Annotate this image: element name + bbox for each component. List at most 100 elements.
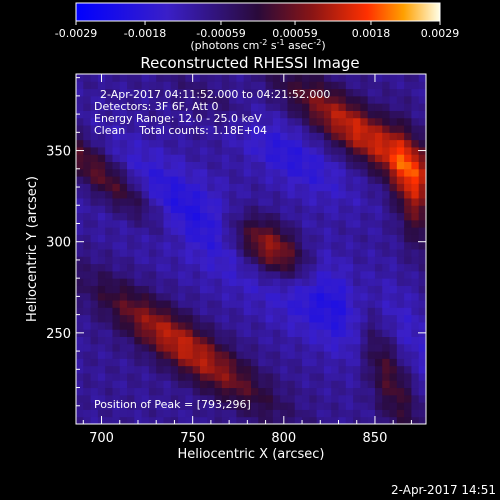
heatmap-cell	[345, 139, 354, 148]
heatmap-cell	[83, 300, 92, 308]
heatmap-cell	[418, 256, 426, 265]
heatmap-cell	[192, 110, 201, 119]
heatmap-cell	[156, 380, 164, 389]
heatmap-cell	[156, 358, 164, 367]
heatmap-cell	[83, 314, 92, 323]
heatmap-cell	[280, 380, 288, 389]
heatmap-cell	[127, 263, 135, 272]
heatmap-cell	[331, 358, 339, 367]
heatmap-cell	[163, 161, 172, 170]
heatmap-cell	[280, 132, 288, 141]
heatmap-cell	[207, 146, 216, 155]
heatmap-cell	[221, 125, 230, 133]
heatmap-cell	[411, 249, 420, 257]
heatmap-cell	[141, 336, 150, 345]
heatmap-cell	[127, 146, 135, 155]
heatmap-cell	[119, 300, 128, 308]
heatmap-cell	[404, 125, 412, 133]
heatmap-cell	[90, 74, 99, 82]
heatmap-cell	[156, 154, 164, 162]
heatmap-cell	[367, 249, 376, 257]
heatmap-cell	[105, 110, 113, 119]
heatmap-cell	[97, 205, 106, 214]
heatmap-cell	[418, 278, 426, 286]
heatmap-cell	[331, 365, 339, 374]
heatmap-cell	[119, 314, 128, 323]
heatmap-cell	[134, 402, 143, 410]
heatmap-cell	[316, 95, 325, 104]
heatmap-cell	[156, 176, 164, 184]
heatmap-cell	[309, 88, 318, 97]
heatmap-cell	[323, 358, 332, 367]
heatmap-cell	[119, 416, 128, 424]
heatmap-cell	[265, 110, 274, 119]
heatmap-cell	[127, 416, 135, 424]
heatmap-cell	[156, 409, 164, 418]
heatmap-cell	[331, 343, 339, 352]
heatmap-cell	[338, 241, 347, 250]
heatmap-cell	[272, 343, 281, 352]
heatmap-cell	[258, 132, 267, 141]
heatmap-cell	[141, 212, 150, 221]
heatmap-cell	[97, 103, 106, 111]
heatmap-cell	[192, 343, 201, 352]
heatmap-cell	[199, 190, 208, 199]
heatmap-cell	[338, 197, 347, 206]
heatmap-cell	[229, 256, 237, 265]
heatmap-cell	[272, 263, 281, 272]
heatmap-cell	[83, 321, 92, 330]
heatmap-cell	[141, 314, 150, 323]
heatmap-cell	[90, 125, 99, 133]
heatmap-cell	[258, 241, 267, 250]
heatmap-cell	[323, 219, 332, 228]
heatmap-cell	[76, 416, 84, 424]
heatmap-cell	[156, 270, 164, 279]
heatmap-cell	[119, 197, 128, 206]
heatmap-cell	[229, 278, 237, 286]
heatmap-cell	[90, 256, 99, 265]
heatmap-cell	[418, 249, 426, 257]
heatmap-cell	[258, 365, 267, 374]
heatmap-cell	[287, 351, 296, 359]
heatmap-cell	[396, 227, 405, 235]
heatmap-cell	[148, 365, 157, 374]
heatmap-cell	[170, 146, 179, 155]
heatmap-cell	[374, 81, 383, 90]
heatmap-cell	[141, 197, 150, 206]
heatmap-cell	[411, 132, 420, 141]
heatmap-cell	[338, 154, 347, 162]
heatmap-cell	[199, 394, 208, 403]
heatmap-cell	[207, 314, 216, 323]
heatmap-cell	[243, 219, 252, 228]
heatmap-cell	[396, 249, 405, 257]
heatmap-cell	[83, 190, 92, 199]
heatmap-cell	[192, 365, 201, 374]
heatmap-cell	[280, 343, 288, 352]
heatmap-cell	[90, 227, 99, 235]
heatmap-cell	[112, 176, 121, 184]
heatmap-cell	[331, 103, 339, 111]
heatmap-cell	[221, 278, 230, 286]
heatmap-cell	[360, 88, 369, 97]
heatmap-cell	[374, 380, 383, 389]
heatmap-cell	[236, 168, 245, 177]
heatmap-cell	[374, 132, 383, 141]
heatmap-cell	[411, 74, 420, 82]
heatmap-cell	[192, 125, 201, 133]
heatmap-cell	[367, 307, 376, 316]
heatmap-cell	[97, 292, 106, 301]
heatmap-cell	[367, 256, 376, 265]
heatmap-cell	[367, 365, 376, 374]
heatmap-cell	[323, 307, 332, 316]
heatmap-cell	[374, 190, 383, 199]
heatmap-cell	[134, 336, 143, 345]
heatmap-cell	[367, 176, 376, 184]
heatmap-cell	[353, 292, 361, 301]
heatmap-cell	[192, 321, 201, 330]
heatmap-cell	[243, 212, 252, 221]
heatmap-cell	[404, 365, 412, 374]
heatmap-cell	[178, 132, 186, 141]
heatmap-cell	[83, 365, 92, 374]
heatmap-cell	[119, 154, 128, 162]
heatmap-cell	[294, 343, 303, 352]
